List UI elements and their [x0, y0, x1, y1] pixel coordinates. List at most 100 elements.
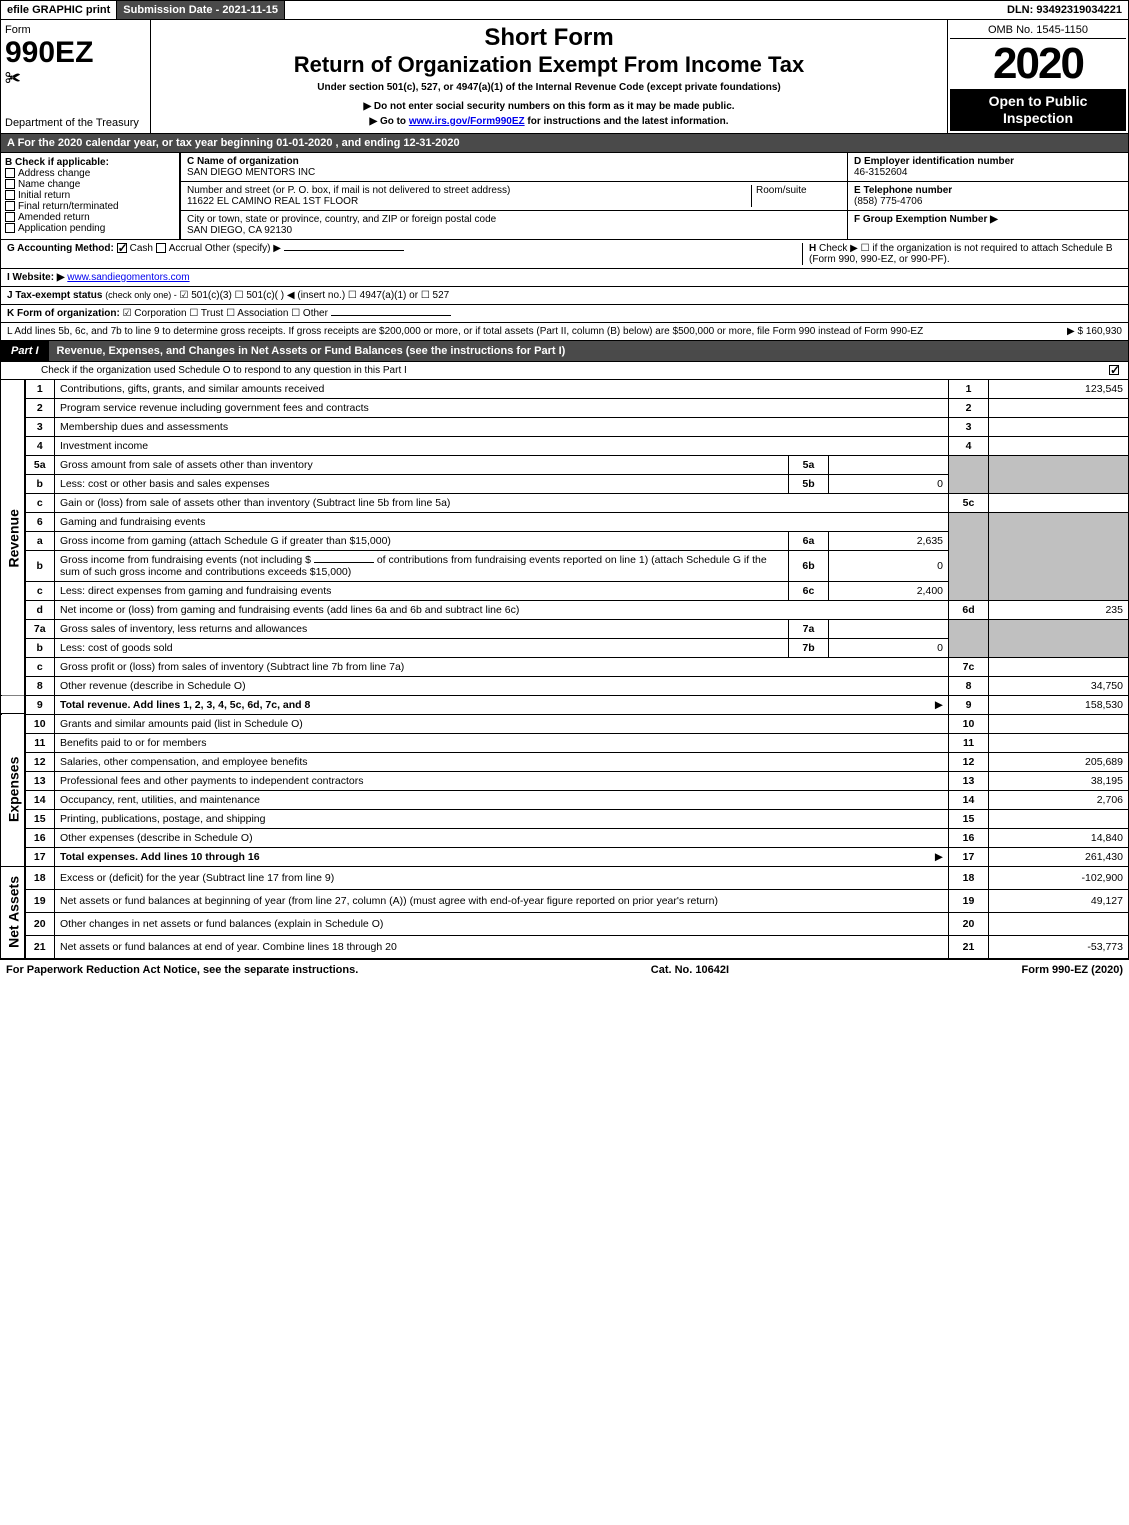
line-5b-desc: Less: cost or other basis and sales expe…: [60, 478, 270, 490]
dln-number: DLN: 93492319034221: [1001, 1, 1128, 19]
checkbox-initial-return[interactable]: [5, 190, 15, 200]
line-5b-value: 0: [829, 474, 949, 493]
efile-print-button[interactable]: efile GRAPHIC print: [1, 1, 117, 19]
section-b-checkboxes: B Check if applicable: Address change Na…: [1, 153, 181, 239]
row-l-gross-receipts: L Add lines 5b, 6c, and 7b to line 9 to …: [0, 323, 1129, 341]
form-org-label: K Form of organization:: [7, 308, 120, 319]
line-17-amount: 261,430: [989, 847, 1129, 866]
line-5c-desc: Gain or (loss) from sale of assets other…: [60, 497, 450, 509]
line-9-amount: 158,530: [989, 695, 1129, 714]
city-label: City or town, state or province, country…: [187, 214, 496, 225]
line-10-desc: Grants and similar amounts paid (list in…: [60, 718, 303, 730]
city-state-zip: SAN DIEGO, CA 92130: [187, 225, 292, 236]
ein-label: D Employer identification number: [854, 156, 1014, 167]
expenses-side-label: Expenses: [1, 714, 25, 866]
line-1-ref: 1: [949, 380, 989, 399]
line-6c-desc: Less: direct expenses from gaming and fu…: [60, 585, 331, 597]
net-assets-side-label: Net Assets: [1, 866, 25, 959]
street-address: 11622 EL CAMINO REAL 1ST FLOOR: [187, 196, 358, 207]
checkbox-name-change[interactable]: [5, 179, 15, 189]
line-6-desc: Gaming and fundraising events: [60, 516, 205, 528]
part-1-title: Revenue, Expenses, and Changes in Net As…: [49, 341, 1128, 361]
checkbox-schedule-o[interactable]: [1109, 365, 1119, 375]
line-12-desc: Salaries, other compensation, and employ…: [60, 756, 307, 768]
title-return: Return of Organization Exempt From Incom…: [155, 52, 943, 78]
line-13-amount: 38,195: [989, 771, 1129, 790]
checkbox-final-return[interactable]: [5, 201, 15, 211]
line-1-desc: Contributions, gifts, grants, and simila…: [60, 383, 324, 395]
footer-paperwork: For Paperwork Reduction Act Notice, see …: [6, 964, 358, 976]
arrow-icon: ▶: [935, 699, 943, 711]
omb-number: OMB No. 1545-1150: [950, 22, 1126, 39]
street-label: Number and street (or P. O. box, if mail…: [187, 185, 510, 196]
line-18-desc: Excess or (deficit) for the year (Subtra…: [60, 872, 334, 884]
line-6a-desc: Gross income from gaming (attach Schedul…: [60, 535, 391, 547]
line-1-num: 1: [25, 380, 55, 399]
department-label: Department of the Treasury: [5, 117, 146, 129]
ein-value: 46-3152604: [854, 167, 907, 178]
line-14-amount: 2,706: [989, 790, 1129, 809]
line-6a-value: 2,635: [829, 531, 949, 550]
line-3-desc: Membership dues and assessments: [60, 421, 228, 433]
line-11-desc: Benefits paid to or for members: [60, 737, 206, 749]
line-2-desc: Program service revenue including govern…: [60, 402, 369, 414]
line-20-desc: Other changes in net assets or fund bala…: [60, 918, 383, 930]
phone-value: (858) 775-4706: [854, 196, 922, 207]
checkbox-accrual[interactable]: [156, 243, 166, 253]
line-16-amount: 14,840: [989, 828, 1129, 847]
tax-year: 2020: [950, 39, 1126, 89]
group-exemption-label: F Group Exemption Number ▶: [854, 214, 998, 225]
form-header: Form 990EZ ✀ Department of the Treasury …: [0, 20, 1129, 134]
irs-link[interactable]: www.irs.gov/Form990EZ: [409, 116, 525, 127]
section-b-header: B Check if applicable:: [5, 157, 175, 168]
tax-exempt-options: ☑ 501(c)(3) ☐ 501(c)( ) ◀ (insert no.) ☐…: [180, 290, 450, 301]
line-6b-value: 0: [829, 550, 949, 581]
line-21-desc: Net assets or fund balances at end of ye…: [60, 941, 397, 953]
line-18-amount: -102,900: [989, 866, 1129, 889]
line-13-desc: Professional fees and other payments to …: [60, 775, 364, 787]
line-7b-value: 0: [829, 638, 949, 657]
org-name-label: C Name of organization: [187, 156, 299, 167]
top-bar: efile GRAPHIC print Submission Date - 20…: [0, 0, 1129, 20]
line-15-desc: Printing, publications, postage, and shi…: [60, 813, 265, 825]
entity-info-block: B Check if applicable: Address change Na…: [0, 153, 1129, 240]
line-6d-amount: 235: [989, 600, 1129, 619]
subtitle-section: Under section 501(c), 527, or 4947(a)(1)…: [155, 82, 943, 93]
row-h-text: Check ▶ ☐ if the organization is not req…: [809, 243, 1113, 265]
row-h-label: H: [809, 243, 816, 254]
line-6b-desc-1: Gross income from fundraising events (no…: [60, 554, 311, 566]
line-5a-desc: Gross amount from sale of assets other t…: [60, 459, 313, 471]
line-17-desc: Total expenses. Add lines 10 through 16: [60, 851, 260, 863]
form-number: 990EZ: [5, 36, 146, 70]
line-12-amount: 205,689: [989, 752, 1129, 771]
checkbox-cash[interactable]: [117, 243, 127, 253]
line-7c-desc: Gross profit or (loss) from sales of inv…: [60, 661, 404, 673]
line-19-desc: Net assets or fund balances at beginning…: [60, 895, 718, 907]
tax-exempt-label: J Tax-exempt status: [7, 290, 102, 301]
website-link[interactable]: www.sandiegomentors.com: [67, 272, 189, 283]
footer-catalog: Cat. No. 10642I: [651, 964, 729, 976]
line-7b-desc: Less: cost of goods sold: [60, 642, 173, 654]
open-to-public: Open to Public Inspection: [950, 89, 1126, 131]
line-1-amount: 123,545: [989, 380, 1129, 399]
line-7a-desc: Gross sales of inventory, less returns a…: [60, 623, 307, 635]
part-1-schedule-o-check: Check if the organization used Schedule …: [0, 362, 1129, 380]
accounting-method-label: G Accounting Method:: [7, 243, 114, 254]
checkbox-application-pending[interactable]: [5, 223, 15, 233]
line-6d-desc: Net income or (loss) from gaming and fun…: [60, 604, 519, 616]
checkbox-amended-return[interactable]: [5, 212, 15, 222]
period-bar: A For the 2020 calendar year, or tax yea…: [0, 134, 1129, 153]
form-org-options: ☑ Corporation ☐ Trust ☐ Association ☐ Ot…: [123, 308, 328, 319]
line-8-amount: 34,750: [989, 676, 1129, 695]
row-j-tax-exempt: J Tax-exempt status (check only one) - ☑…: [0, 287, 1129, 305]
line-6c-value: 2,400: [829, 581, 949, 600]
line-5a-value: [829, 455, 949, 474]
line-19-amount: 49,127: [989, 889, 1129, 912]
row-g-h: G Accounting Method: Cash Accrual Other …: [0, 240, 1129, 269]
form-label: Form: [5, 24, 146, 36]
line-14-desc: Occupancy, rent, utilities, and maintena…: [60, 794, 260, 806]
checkbox-address-change[interactable]: [5, 168, 15, 178]
subtitle-goto: ▶ Go to www.irs.gov/Form990EZ for instru…: [155, 116, 943, 127]
website-label: I Website: ▶: [7, 272, 65, 283]
row-i-website: I Website: ▶ www.sandiegomentors.com: [0, 269, 1129, 287]
